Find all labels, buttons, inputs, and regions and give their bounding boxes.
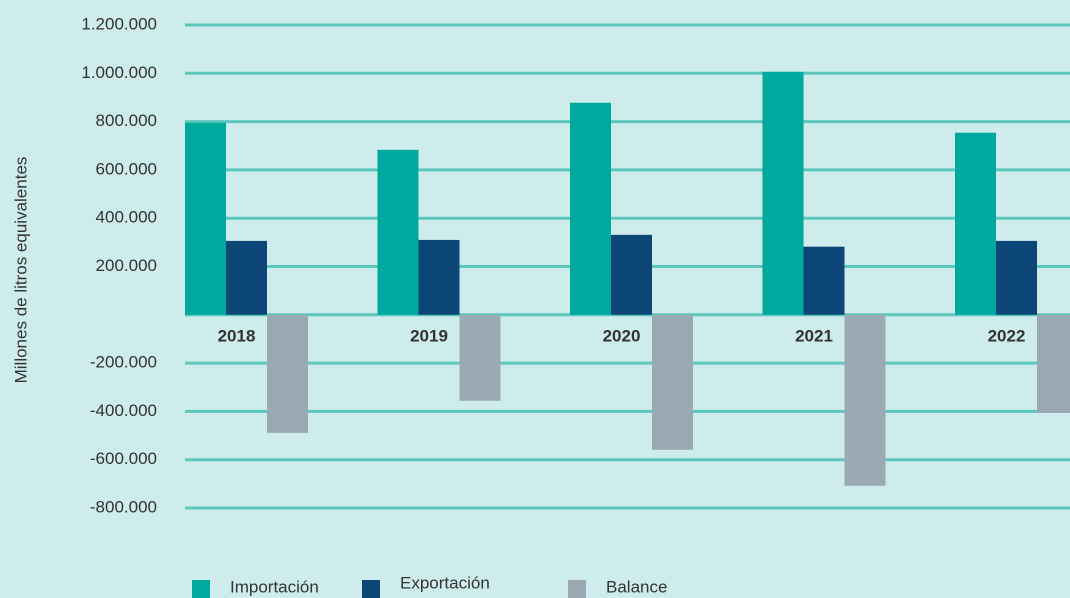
y-axis-title: Millones de litros equivalentes — [11, 157, 30, 384]
bar — [652, 314, 693, 450]
y-tick-label: -600.000 — [90, 449, 157, 468]
x-tick-label: 2018 — [218, 326, 256, 345]
bar — [226, 240, 267, 315]
bar — [570, 102, 611, 315]
legend-label: Exportación — [400, 573, 490, 592]
legend-swatch — [568, 580, 586, 598]
y-tick-label: -800.000 — [90, 497, 157, 516]
bar — [377, 149, 419, 315]
x-tick-label: 2020 — [603, 326, 641, 345]
bar — [844, 314, 886, 486]
y-tick-label: 1.200.000 — [81, 14, 157, 33]
x-tick-label: 2019 — [410, 326, 448, 345]
x-tick-label: 2021 — [795, 326, 833, 345]
y-tick-label: 800.000 — [96, 111, 157, 130]
y-tick-label: 200.000 — [96, 256, 157, 275]
bar — [267, 314, 308, 433]
bar — [418, 239, 460, 315]
legend-label: Importación — [230, 577, 319, 596]
bar — [1037, 314, 1070, 413]
bar — [762, 71, 804, 315]
y-tick-label: 1.000.000 — [81, 63, 157, 82]
bar — [185, 122, 226, 315]
bar — [803, 246, 845, 315]
legend-label: Balance — [606, 577, 667, 596]
y-tick-label: -400.000 — [90, 401, 157, 420]
x-tick-label: 2022 — [988, 326, 1026, 345]
y-tick-label: -200.000 — [90, 353, 157, 372]
legend-swatch — [362, 580, 380, 598]
bar — [611, 234, 652, 315]
bar — [996, 240, 1037, 315]
legend-swatch — [192, 580, 210, 598]
y-tick-label: 400.000 — [96, 208, 157, 227]
y-tick-label: 600.000 — [96, 159, 157, 178]
bar — [459, 314, 501, 401]
bar — [955, 132, 996, 315]
